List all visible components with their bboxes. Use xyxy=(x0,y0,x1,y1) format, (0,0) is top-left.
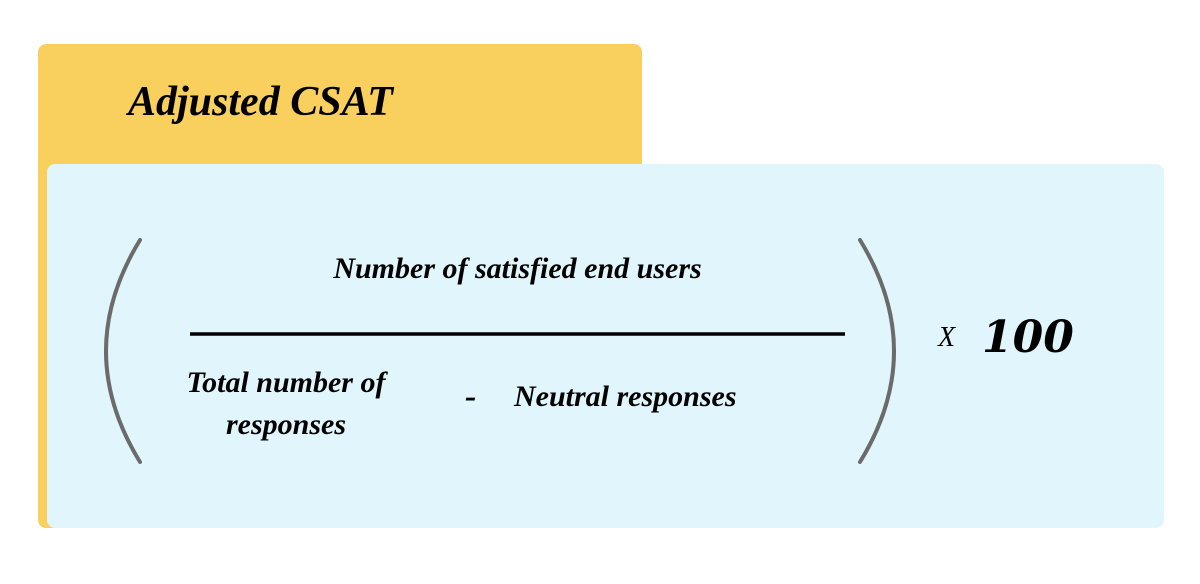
formula-panel xyxy=(47,164,1164,528)
denominator-neutral-responses: Neutral responses xyxy=(514,380,737,413)
denominator-total-responses: Total number of responses xyxy=(150,362,422,446)
denominator-term1: Total number of responses xyxy=(186,366,386,441)
multiplier: 100 xyxy=(982,312,1074,363)
minus-operator: - xyxy=(465,378,477,415)
title: Adjusted CSAT xyxy=(128,79,393,125)
left-parenthesis xyxy=(104,238,142,464)
multiply-sign: X xyxy=(938,322,956,353)
numerator: Number of satisfied end users xyxy=(333,252,702,285)
right-parenthesis xyxy=(858,238,896,464)
